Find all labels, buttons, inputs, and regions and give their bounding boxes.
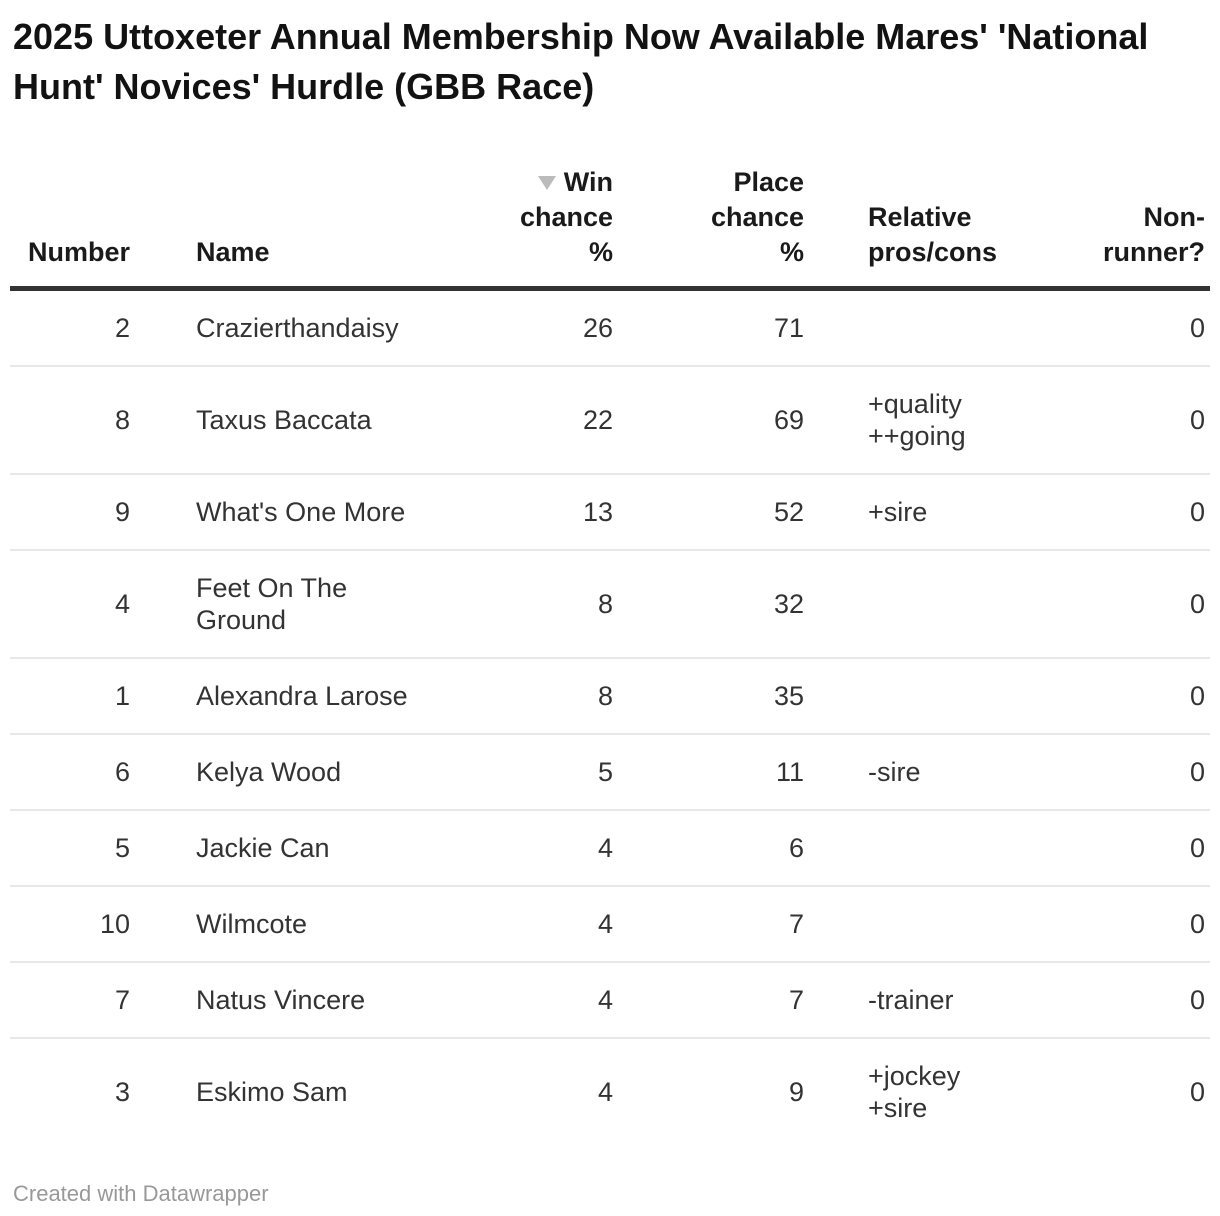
cell-non-runner: 0 [1018,961,1210,1038]
cell-non-runner: 0 [1018,733,1210,810]
cell-win-chance: 4 [431,885,617,962]
cell-pros-cons: +quality ++going [808,365,1018,474]
cell-pros-cons: -trainer [808,961,1018,1038]
cell-place-chance: 7 [617,961,808,1038]
cell-win-chance: 22 [431,365,617,474]
table-row: 4 Feet On The Ground 8 32 0 [10,549,1210,658]
column-header-win-chance[interactable]: Win chance % [431,157,617,291]
cell-non-runner: 0 [1189,313,1205,343]
cell-name: Feet On The Ground [140,549,431,658]
cell-non-runner: 0 [1018,365,1210,474]
cell-non-runner: 0 [1018,1037,1210,1145]
table-row: 10 Wilmcote 4 7 0 [10,885,1210,962]
cell-pros-cons: +jockey +sire [808,1037,1018,1145]
cell-number: 4 [10,549,140,658]
cell-win-chance: 5 [431,733,617,810]
race-table: Number Name Win chance % Place chance % … [10,157,1210,1145]
cell-number: 3 [10,1037,140,1145]
cell-name: Kelya Wood [140,733,431,810]
cell-number: 7 [10,961,140,1038]
datawrapper-credit-link[interactable]: Created with Datawrapper [13,1181,269,1206]
column-header-non-runner[interactable]: Non-runner? [1018,157,1210,291]
cell-non-runner: 0 [1018,549,1210,658]
cell-place-chance: 52 [617,473,808,550]
cell-name: Crazierthandaisy [196,313,399,343]
cell-name: What's One More [140,473,431,550]
cell-pros-cons [808,809,1018,886]
column-header-win-chance-label: Win chance % [519,167,613,267]
cell-number: 9 [10,473,140,550]
cell-win-chance: 4 [431,961,617,1038]
cell-place-chance: 32 [617,549,808,658]
table-row: 2 Crazierthandaisy 26 71 0 [10,289,1210,367]
cell-pros-cons [808,657,1018,734]
cell-pros-cons: +sire [808,473,1018,550]
column-header-number[interactable]: Number [10,157,140,291]
table-row: 5 Jackie Can 4 6 0 [10,809,1210,886]
table-row: 9 What's One More 13 52 +sire 0 [10,473,1210,550]
cell-non-runner: 0 [1018,473,1210,550]
column-header-pros-cons[interactable]: Relative pros/cons [808,157,1018,291]
cell-win-chance: 26 [582,313,613,343]
cell-place-chance: 35 [617,657,808,734]
cell-name: Taxus Baccata [140,365,431,474]
table-row: 8 Taxus Baccata 22 69 +quality ++going 0 [10,365,1210,474]
cell-non-runner: 0 [1018,885,1210,962]
cell-place-chance: 7 [617,885,808,962]
cell-non-runner: 0 [1018,657,1210,734]
table-row: 3 Eskimo Sam 4 9 +jockey +sire 0 [10,1037,1210,1145]
table-row: 1 Alexandra Larose 8 35 0 [10,657,1210,734]
column-header-name[interactable]: Name [140,157,431,291]
cell-number: 6 [10,733,140,810]
cell-name: Natus Vincere [140,961,431,1038]
cell-pros-cons: -sire [808,733,1018,810]
cell-place-chance: 9 [617,1037,808,1145]
cell-name: Jackie Can [140,809,431,886]
cell-number: 1 [10,657,140,734]
cell-win-chance: 13 [431,473,617,550]
cell-name: Alexandra Larose [140,657,431,734]
cell-name: Wilmcote [140,885,431,962]
cell-number: 8 [10,365,140,474]
cell-number: 2 [114,313,130,343]
cell-non-runner: 0 [1018,809,1210,886]
cell-win-chance: 8 [431,657,617,734]
cell-place-chance: 71 [773,313,804,343]
cell-place-chance: 11 [617,733,808,810]
cell-win-chance: 4 [431,809,617,886]
cell-pros-cons [808,885,1018,962]
cell-place-chance: 69 [617,365,808,474]
cell-pros-cons [808,289,1018,367]
table-row: 6 Kelya Wood 5 11 -sire 0 [10,733,1210,810]
sort-descending-icon [537,176,556,190]
cell-number: 5 [10,809,140,886]
column-header-place-chance[interactable]: Place chance % [617,157,808,291]
cell-name: Eskimo Sam [140,1037,431,1145]
cell-number: 10 [10,885,140,962]
table-row: 7 Natus Vincere 4 7 -trainer 0 [10,961,1210,1038]
page-title: 2025 Uttoxeter Annual Membership Now Ava… [13,16,1149,107]
cell-pros-cons [808,549,1018,658]
cell-place-chance: 6 [617,809,808,886]
cell-win-chance: 4 [431,1037,617,1145]
table-header-row: Number Name Win chance % Place chance % … [10,157,1210,291]
cell-win-chance: 8 [431,549,617,658]
